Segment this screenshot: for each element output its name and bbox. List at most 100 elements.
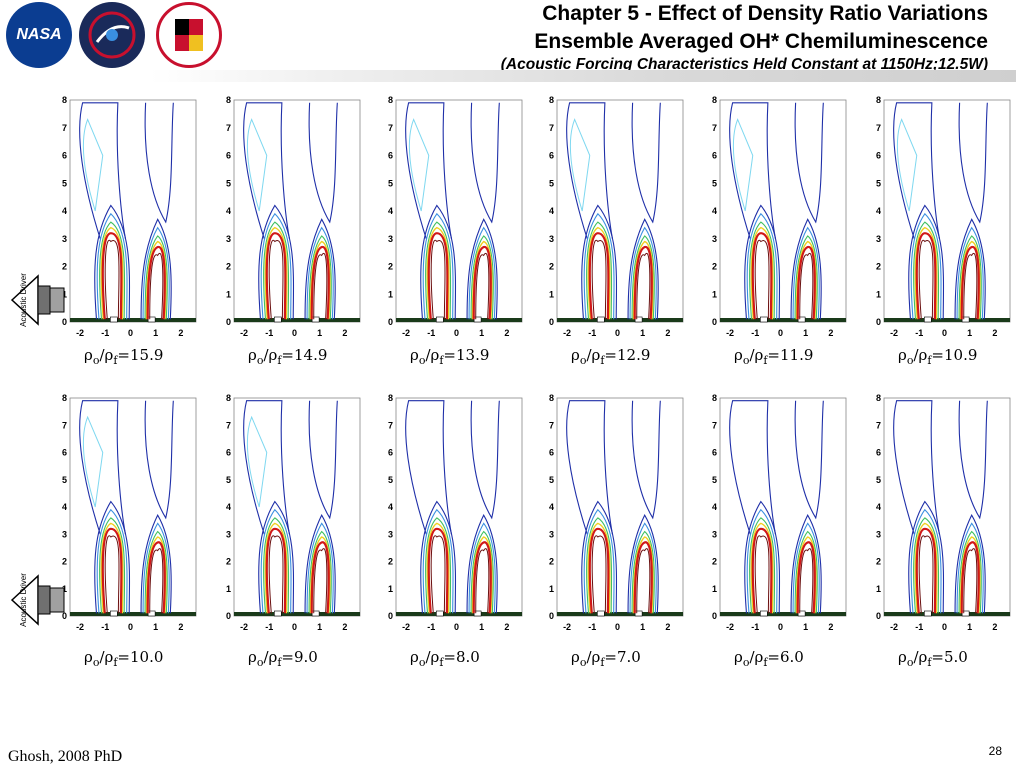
left-flame-contour	[588, 232, 610, 320]
injector-base	[557, 612, 683, 616]
left-flame-contour	[583, 508, 615, 614]
right-flame-contour	[146, 245, 166, 320]
left-flame-contour	[264, 226, 288, 320]
y-tick-label: 2	[876, 262, 881, 272]
caption-symbol: =	[443, 346, 456, 364]
outer-contour	[470, 400, 500, 520]
caption-symbol: /	[425, 346, 431, 364]
x-tick-label: -1	[427, 328, 435, 338]
y-tick-label: 6	[549, 448, 554, 458]
left-flame-contour	[587, 226, 611, 320]
y-tick-label: 8	[712, 96, 717, 105]
x-tick-label: 0	[128, 622, 133, 632]
right-flame-contour	[795, 240, 817, 320]
x-tick-label: 0	[454, 328, 459, 338]
caption-symbol: f	[439, 656, 444, 669]
wake-contour	[246, 415, 268, 508]
x-tick-label: -1	[915, 622, 923, 632]
y-tick-label: 4	[62, 206, 67, 216]
left-flame-contour	[420, 500, 457, 614]
right-flame-contour	[475, 548, 490, 614]
outer-contour	[470, 102, 500, 224]
right-flame-contour	[144, 235, 168, 320]
x-tick-label: -2	[726, 328, 734, 338]
y-tick-label: 2	[712, 557, 717, 567]
x-tick-label: -2	[240, 328, 248, 338]
injector-base	[884, 318, 1010, 322]
acoustic-driver-top: Acoustic Driver	[8, 272, 68, 333]
y-tick-label: 5	[388, 178, 393, 188]
right-flame-contour	[794, 235, 818, 320]
caption-symbol: o	[256, 354, 264, 367]
x-tick-label: 2	[828, 622, 833, 632]
wake-contour	[732, 118, 754, 212]
x-tick-label: 2	[992, 328, 997, 338]
right-flame-contour	[145, 240, 167, 320]
oh-chemiluminescence-contour-plot: 0 1 2 3 4 5 6 7 8 -2 -1 0 1 2	[549, 96, 684, 338]
right-flame-contour	[309, 240, 331, 320]
y-tick-label: 6	[712, 151, 717, 161]
right-flame-contour	[794, 530, 818, 614]
outer-contour	[243, 102, 290, 239]
title-line-2: Ensemble Averaged OH* Chemiluminescence	[534, 30, 988, 53]
y-tick-label: 5	[876, 475, 881, 485]
x-tick-label: -2	[76, 622, 84, 632]
y-tick-label: 0	[226, 317, 231, 327]
injector-right	[311, 316, 320, 323]
y-tick-label: 0	[549, 611, 554, 621]
caption-symbol: /	[913, 346, 919, 364]
x-tick-label: 0	[942, 328, 947, 338]
plot-frame	[556, 99, 684, 323]
left-flame-contour	[751, 232, 773, 320]
y-tick-label: 2	[62, 262, 67, 272]
x-tick-label: 1	[479, 622, 484, 632]
x-tick-label: 0	[128, 328, 133, 338]
left-flame-contour	[591, 535, 607, 614]
caption-symbol: o	[256, 656, 264, 669]
y-tick-label: 1	[876, 584, 881, 594]
y-tick-label: 2	[712, 262, 717, 272]
y-tick-label: 2	[226, 262, 231, 272]
left-flame-contour	[99, 517, 126, 614]
plot-frame	[233, 99, 361, 323]
caption-symbol: =	[281, 648, 294, 666]
left-flame-contour	[101, 527, 123, 614]
y-tick-label: 1	[388, 584, 393, 594]
right-flame-contour	[954, 514, 986, 614]
caption-symbol: ρ	[571, 648, 580, 666]
caption-symbol: /	[913, 648, 919, 666]
density-ratio-value: 13.9	[456, 346, 490, 364]
caption-symbol: =	[931, 346, 944, 364]
y-tick-label: 3	[549, 234, 554, 244]
left-flame-contour	[746, 212, 778, 320]
injector-base	[720, 318, 846, 322]
right-flame-contour	[308, 235, 332, 320]
outer-contour	[631, 102, 661, 224]
caption-symbol: =	[931, 648, 944, 666]
caption-symbol: /	[263, 648, 269, 666]
x-tick-label: 1	[803, 622, 808, 632]
injector-right	[473, 316, 482, 323]
y-tick-label: 4	[388, 206, 393, 216]
exploration-emblem-icon	[88, 11, 136, 59]
oh-chemiluminescence-contour-plot: 0 1 2 3 4 5 6 7 8 -2 -1 0 1 2	[388, 96, 523, 338]
y-tick-label: 3	[712, 234, 717, 244]
plot-frame	[69, 397, 197, 617]
injector-left	[110, 610, 118, 617]
x-tick-label: -1	[265, 622, 273, 632]
caption-symbol: ρ	[248, 648, 257, 666]
y-tick-label: 3	[388, 234, 393, 244]
density-ratio-caption: ρo/ρf=14.9	[248, 346, 327, 367]
y-tick-label: 2	[388, 557, 393, 567]
caption-symbol: o	[92, 656, 100, 669]
left-flame-contour	[425, 221, 452, 320]
acoustic-driver-bottom: Acoustic Driver	[8, 572, 68, 633]
caption-symbol: ρ	[918, 648, 928, 666]
density-ratio-value: 8.0	[456, 648, 480, 666]
y-tick-label: 8	[62, 96, 67, 105]
y-tick-label: 8	[388, 96, 393, 105]
oh-chemiluminescence-contour-plot: 0 1 2 3 4 5 6 7 8 -2 -1 0 1 2	[226, 96, 361, 338]
density-ratio-caption: ρo/ρf=13.9	[410, 346, 489, 367]
